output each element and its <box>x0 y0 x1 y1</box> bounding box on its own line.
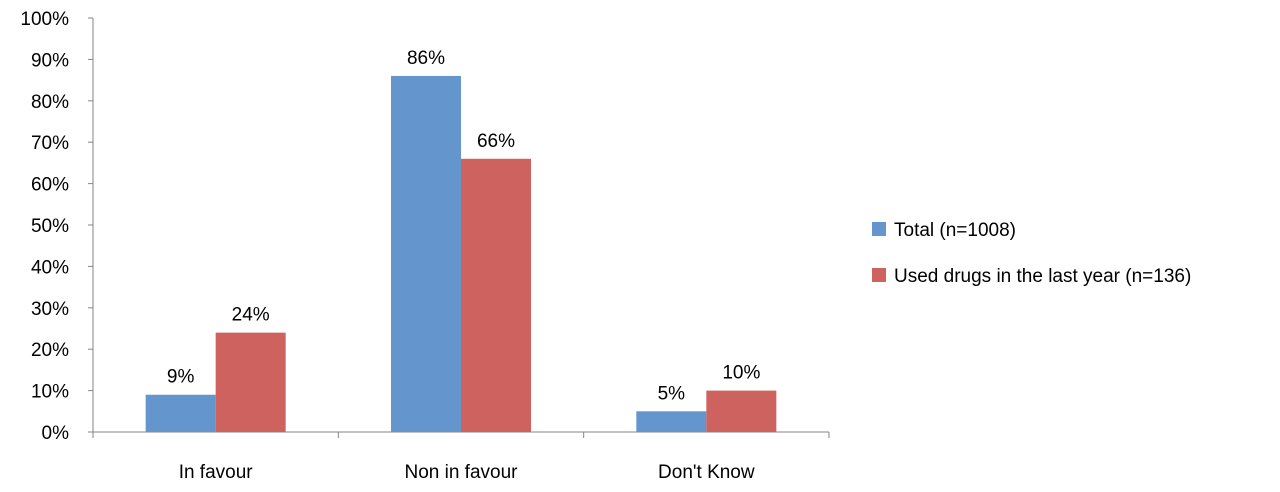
legend-label: Used drugs in the last year (n=136) <box>894 266 1191 287</box>
data-label: 9% <box>167 367 195 388</box>
bar-used-drugs <box>215 332 286 432</box>
bar-used-drugs <box>461 158 531 432</box>
data-label: 86% <box>407 48 445 69</box>
y-tick-label: 60% <box>31 175 69 196</box>
x-category-label: In favour <box>179 462 254 483</box>
y-tick-label: 80% <box>31 92 69 113</box>
x-category-label: Non in favour <box>404 462 518 483</box>
y-tick-label: 10% <box>31 382 69 403</box>
data-label: 10% <box>722 363 760 384</box>
x-category-label: Don't Know <box>658 462 755 483</box>
bars <box>145 75 777 433</box>
y-tick-label: 70% <box>31 133 69 154</box>
y-tick-label: 0% <box>42 423 70 444</box>
x-axis: In favour Non in favour Don't Know <box>92 431 830 483</box>
bar-total <box>636 411 707 432</box>
bar-total <box>391 75 461 433</box>
y-tick-label: 50% <box>31 216 69 237</box>
bar-used-drugs <box>706 390 777 432</box>
y-axis: 0% 10% 20% 30% 40% 50% 60% 70% 80% 90% 100% <box>20 9 94 444</box>
y-tick-label: 100% <box>20 9 69 30</box>
data-label: 5% <box>658 383 686 404</box>
y-tick-label: 20% <box>31 340 69 361</box>
y-tick-label: 30% <box>31 299 69 320</box>
legend-swatch <box>872 222 886 236</box>
data-label: 66% <box>477 131 515 152</box>
y-tick-label: 90% <box>31 50 69 71</box>
legend: Total (n=1008) Used drugs in the last yea… <box>872 220 1191 287</box>
legend-label: Total (n=1008) <box>894 220 1016 241</box>
legend-swatch <box>872 268 886 282</box>
bar-total <box>145 394 216 432</box>
y-tick-label: 40% <box>31 257 69 278</box>
data-labels: 9% 24% 86% 66% 5% 10% <box>167 48 761 404</box>
data-label: 24% <box>232 305 270 326</box>
